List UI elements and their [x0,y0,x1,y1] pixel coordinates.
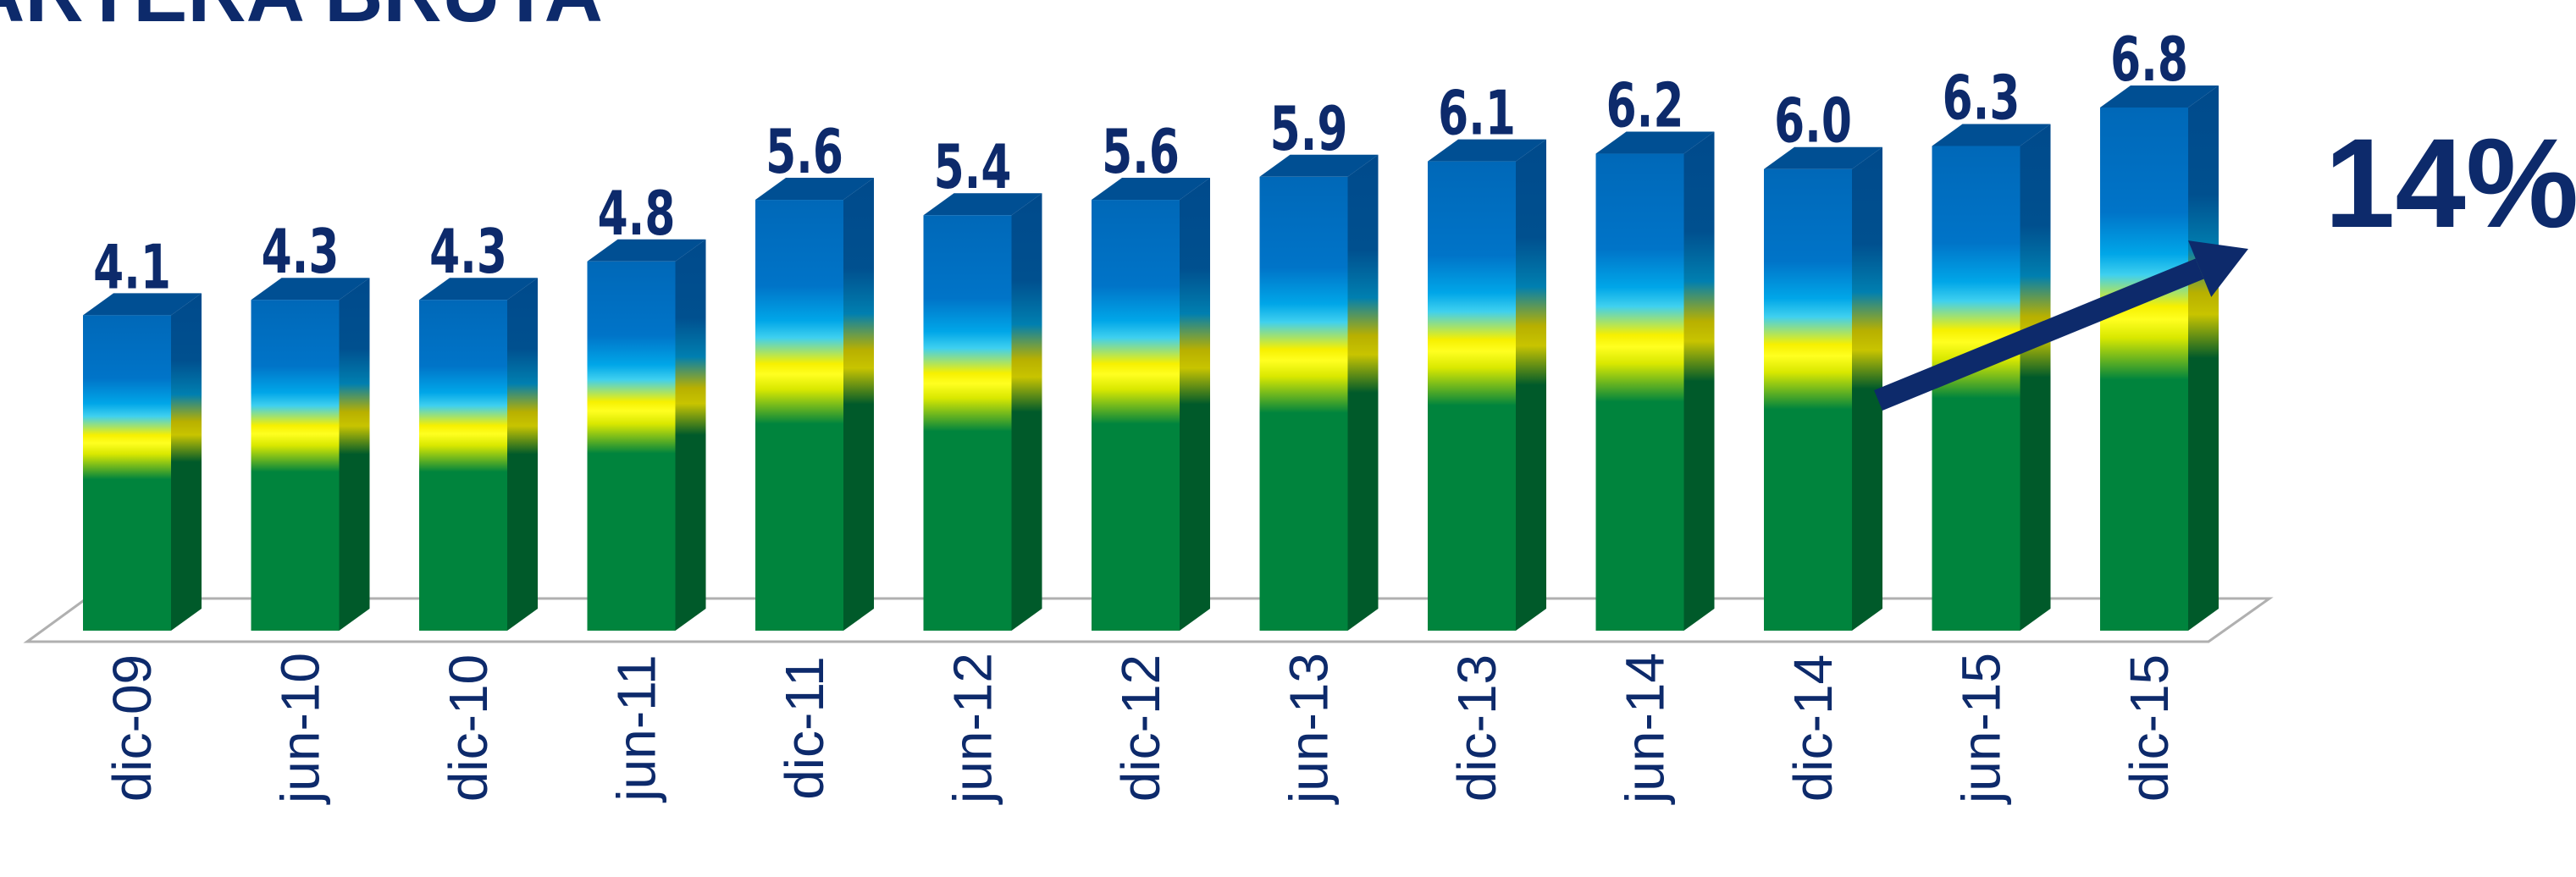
category-tick-label: jun-11 [606,654,667,803]
bar-front [419,300,507,631]
bar [252,278,370,631]
data-label: 4.3 [262,217,340,288]
data-label: 5.6 [1102,116,1180,187]
category-tick-label: jun-14 [1615,653,1676,805]
data-label: 5.6 [766,116,843,187]
category-tick-label: dic-14 [1783,654,1844,802]
category-tick-label: dic-15 [2119,654,2180,802]
growth-annotation: 14% [2324,110,2576,256]
bar-front [588,262,676,631]
category-tick-label: jun-15 [1951,653,2012,805]
data-label: 5.9 [1270,93,1348,164]
bar [1260,155,1379,631]
bar-front [1932,146,2020,631]
bar [755,178,874,631]
bar-side [171,293,202,631]
category-tick-label: jun-12 [943,653,1003,805]
bar [2100,85,2219,631]
bar [1092,178,1210,631]
data-label: 6.1 [1438,78,1516,149]
bar [588,240,706,631]
bar-front [252,300,340,631]
category-tick-label: jun-13 [1279,653,1340,805]
category-tick-label: jun-10 [270,653,331,805]
bar-side [1684,132,1715,631]
bar-front [924,215,1012,631]
bar-front [1092,200,1180,631]
bar [419,278,538,631]
bar-front [1260,177,1348,631]
data-label: 6.0 [1774,85,1852,157]
bar-side [676,240,706,631]
category-tick-label: dic-10 [438,654,499,802]
bar-front [755,200,843,631]
data-label: 6.2 [1606,70,1684,141]
bar-front [1596,154,1684,631]
data-label: 4.8 [598,178,676,249]
bar [83,293,202,631]
bar-front [2100,108,2188,631]
bar-side [1348,155,1379,631]
data-label: 6.8 [2110,24,2188,95]
category-tick-label: dic-09 [102,654,163,802]
bar-side [1180,178,1210,631]
bar-side [1516,140,1546,631]
category-tick-label: dic-12 [1110,654,1171,802]
data-label: 4.1 [93,232,171,303]
bar-front [1428,162,1516,631]
bar-side [340,278,370,631]
data-label: 4.3 [429,217,507,288]
bar-side [2188,85,2219,631]
data-label: 6.3 [1943,63,2020,134]
bar-front [1764,169,1852,631]
bar [924,193,1042,631]
bar [1428,140,1546,631]
bar-side [843,178,874,631]
bar-side [507,278,538,631]
bar-side [2020,124,2051,631]
bar-side [1012,193,1042,631]
category-tick-label: dic-13 [1446,654,1507,802]
category-tick-label: dic-11 [774,656,835,800]
bar-front [83,315,171,631]
data-label: 5.4 [934,132,1012,203]
bar [1596,132,1715,631]
bar [1764,147,1882,631]
